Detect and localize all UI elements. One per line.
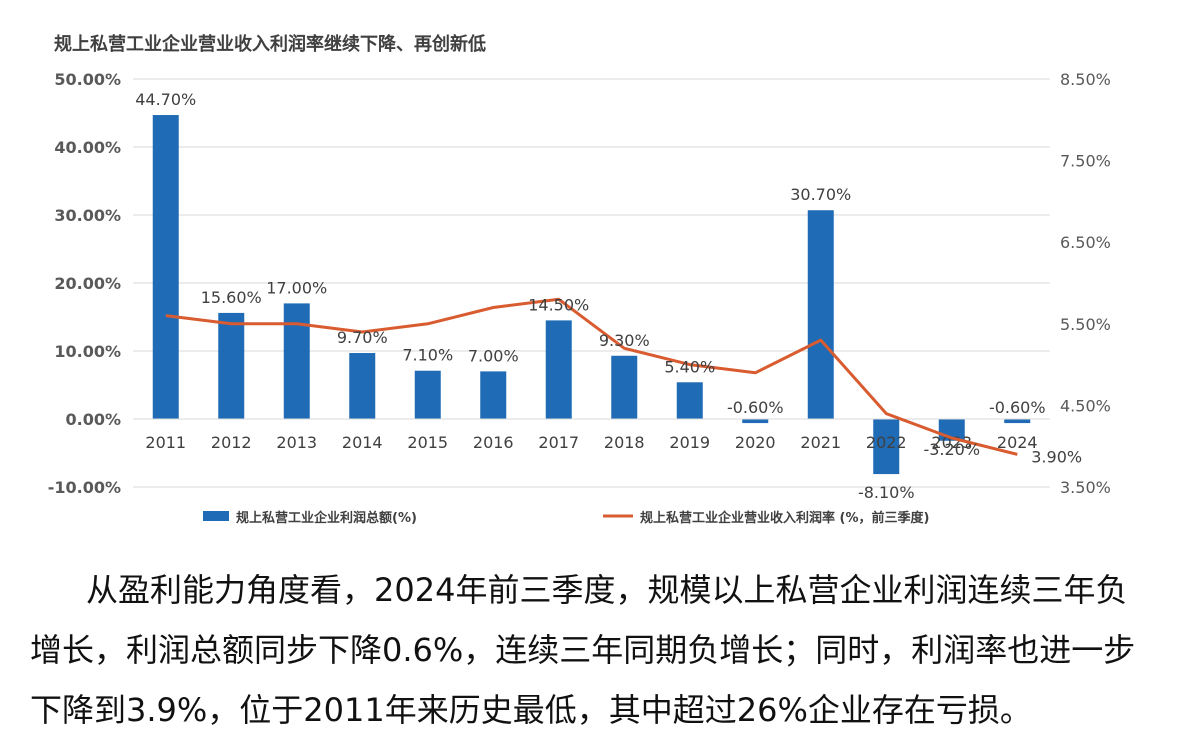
x-tick-label: 2020 [735,433,776,452]
chart-title: 规上私营工业企业营业收入利润率继续下降、再创新低 [54,34,486,55]
profit-margin-line [165,297,1018,456]
y-left-tick-label: 30.00% [54,206,121,225]
caption-paragraph: 从盈利能力角度看，2024年前三季度，规模以上私营企业利润连续三年负增长，利润总… [30,571,1136,729]
bar [1004,419,1031,424]
bar [218,312,245,419]
y-right-tick-label: 8.50% [1060,70,1111,89]
bar [807,210,834,419]
x-tick-label: 2012 [211,433,252,452]
x-tick-label: 2018 [604,433,645,452]
bar-data-label: 14.50% [528,295,589,314]
x-tick-label: 2015 [407,433,448,452]
line-end-label: 3.90% [1031,447,1082,466]
bar-data-label: 15.60% [201,288,262,307]
y-right-tick-label: 4.50% [1060,396,1111,415]
y-right-tick-label: 5.50% [1060,315,1111,334]
x-tick-label: 2023 [931,433,972,452]
bar-data-label: 44.70% [135,90,196,109]
y-right-tick-label: 7.50% [1060,152,1111,171]
x-tick-label: 2024 [997,433,1038,452]
y-left-tick-label: 40.00% [54,138,121,157]
legend-line-label: 规上私营工业企业营业收入利润率 (%，前三季度) [640,510,929,526]
x-tick-label: 2013 [276,433,317,452]
legend-bar-label: 规上私营工业企业利润总额(%) [236,510,417,526]
bar-data-label: 30.70% [790,185,851,204]
bar-data-label: 9.70% [337,328,388,347]
x-tick-label: 2019 [669,433,710,452]
bar-data-label: 17.00% [266,278,327,297]
bar-data-label: 5.40% [664,357,715,376]
y-left-tick-label: 20.00% [54,274,121,293]
x-tick-label: 2016 [473,433,514,452]
bar-data-label: 7.10% [402,346,453,365]
bar-data-label: -0.60% [989,398,1046,417]
bar [873,419,900,475]
bar [152,115,179,419]
x-tick-label: 2017 [538,433,579,452]
x-tick-label: 2011 [145,433,186,452]
y-right-tick-label: 3.50% [1060,478,1111,497]
bar [349,353,376,419]
bar-data-label: -3.20% [923,440,980,459]
bar [283,303,310,419]
x-tick-label: 2022 [866,433,907,452]
bar-data-label: -0.60% [727,398,784,417]
legend-bar-swatch [203,511,229,521]
bar [414,370,441,419]
y-right-tick-label: 6.50% [1060,233,1111,252]
bar [742,419,769,424]
y-left-tick-label: 50.00% [54,70,121,89]
x-tick-label: 2014 [342,433,383,452]
x-tick-label: 2021 [800,433,841,452]
bar [480,371,507,419]
bar-data-label: 7.00% [468,346,519,365]
bar-data-label: -8.10% [858,483,915,502]
y-left-tick-label: -10.00% [48,478,121,497]
y-left-tick-label: 0.00% [65,410,121,429]
bar [545,320,572,419]
bar-data-label: 9.30% [599,331,650,350]
bar [611,355,638,419]
bar [676,382,703,419]
combo-chart: -10.00% 0.00% 10.00% 20.00% 30.00% 40.00% 50.0… [48,70,1111,526]
y-left-tick-label: 10.00% [54,342,121,361]
